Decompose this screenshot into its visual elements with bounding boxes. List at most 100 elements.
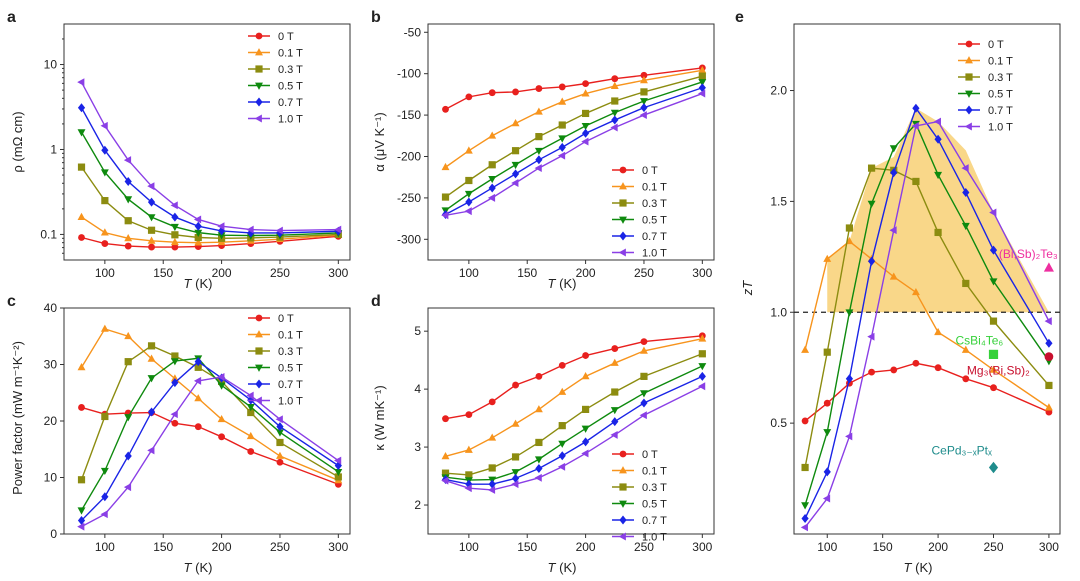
data-point (934, 228, 942, 237)
x-tick-label: 100 (95, 540, 115, 554)
data-point (801, 502, 810, 510)
x-axis-var: T (184, 276, 193, 291)
legend-label: 0.3 T (642, 198, 667, 210)
data-point (558, 83, 566, 91)
data-point (698, 72, 706, 80)
panel-letter: d (371, 293, 381, 310)
axes-frame (63, 307, 351, 535)
legend-label: 1.0 T (278, 114, 303, 126)
data-point (610, 123, 618, 132)
data-point (611, 388, 619, 396)
data-point (989, 365, 998, 373)
x-axis-label: T (K) (548, 276, 577, 291)
data-point (1045, 338, 1053, 348)
data-point (698, 66, 707, 74)
series-line (81, 216, 339, 244)
data-point (276, 438, 284, 447)
data-point (558, 422, 566, 430)
series-line (80, 81, 339, 232)
data-point (911, 287, 920, 296)
data-point (823, 348, 831, 356)
series-0-t (442, 332, 706, 423)
y-axis-label: zT (740, 280, 755, 297)
data-point (275, 415, 283, 424)
legend-marker (619, 466, 627, 474)
x-tick-label: 150 (517, 266, 537, 280)
data-point (246, 391, 254, 400)
data-point (512, 88, 519, 96)
data-point (465, 411, 473, 419)
x-tick-label: 200 (576, 540, 596, 554)
legend-label: 0.1 T (642, 466, 667, 478)
data-point (534, 405, 543, 413)
data-point (534, 147, 543, 156)
data-point (535, 85, 543, 93)
data-point (639, 346, 648, 354)
annotation-csbite: CsBi₄Te₆ (956, 333, 1003, 359)
data-point (698, 83, 706, 93)
panel-letter: e (735, 9, 744, 26)
data-point (464, 190, 473, 199)
legend-label: 0.5 T (642, 499, 667, 511)
data-point (911, 122, 919, 130)
legend-marker (255, 82, 263, 90)
x-tick-label: 300 (328, 266, 348, 280)
data-point (171, 243, 179, 251)
data-point (465, 479, 473, 489)
data-point (171, 352, 179, 360)
series-line (81, 376, 339, 528)
x-tick-label: 250 (270, 266, 290, 280)
x-axis-unit: (K) (556, 560, 577, 575)
data-point (100, 324, 109, 332)
y-tick-label: -250 (397, 191, 421, 205)
data-point (640, 71, 648, 79)
data-point (171, 231, 179, 239)
legend-marker (619, 231, 627, 241)
annotation-marker (988, 349, 999, 359)
annotation-marker (988, 461, 999, 474)
data-point (581, 449, 589, 458)
y-tick-label: 1.5 (770, 194, 787, 208)
data-point (961, 345, 970, 353)
data-point (933, 117, 941, 126)
legend-marker (965, 56, 973, 64)
series-0-7-t (801, 103, 1053, 523)
x-axis-var: T (548, 560, 557, 575)
legend: 0 T 0.1 T 0.3 T 0.5 T 0.7 T 1.0 T (612, 165, 667, 260)
data-point (511, 147, 520, 155)
y-tick-label: 2.0 (770, 84, 787, 98)
legend-marker (965, 73, 973, 81)
data-point (800, 523, 808, 532)
series-0-3-t (441, 72, 706, 201)
y-tick-label: -150 (397, 108, 421, 122)
legend-label: 0.3 T (278, 64, 303, 76)
legend-label: 1.0 T (642, 532, 667, 544)
data-point (123, 156, 132, 165)
x-axis-unit: (K) (912, 560, 933, 575)
data-point (170, 358, 179, 366)
data-point (989, 278, 998, 286)
data-point (867, 200, 876, 208)
data-point (801, 417, 809, 425)
legend-marker (619, 515, 627, 525)
data-point (124, 233, 133, 242)
series-0-7-t (77, 357, 342, 525)
y-tick-label: 0.5 (770, 416, 787, 430)
data-point (77, 522, 85, 531)
data-point (558, 361, 566, 369)
data-point (610, 109, 619, 117)
legend-marker (618, 248, 626, 257)
data-point (534, 473, 542, 482)
data-point (217, 414, 226, 423)
x-axis-unit: (K) (556, 276, 577, 291)
y-tick-label: 4 (414, 382, 421, 396)
data-point (194, 221, 202, 231)
data-point (194, 363, 202, 371)
series-0-1-t (441, 334, 707, 460)
data-point (488, 433, 497, 441)
data-point (581, 128, 590, 138)
legend: 0 T 0.1 T 0.3 T 0.5 T 0.7 T 1.0 T (248, 313, 303, 408)
data-point (100, 510, 108, 519)
series-line (445, 335, 703, 420)
data-point (989, 317, 998, 325)
